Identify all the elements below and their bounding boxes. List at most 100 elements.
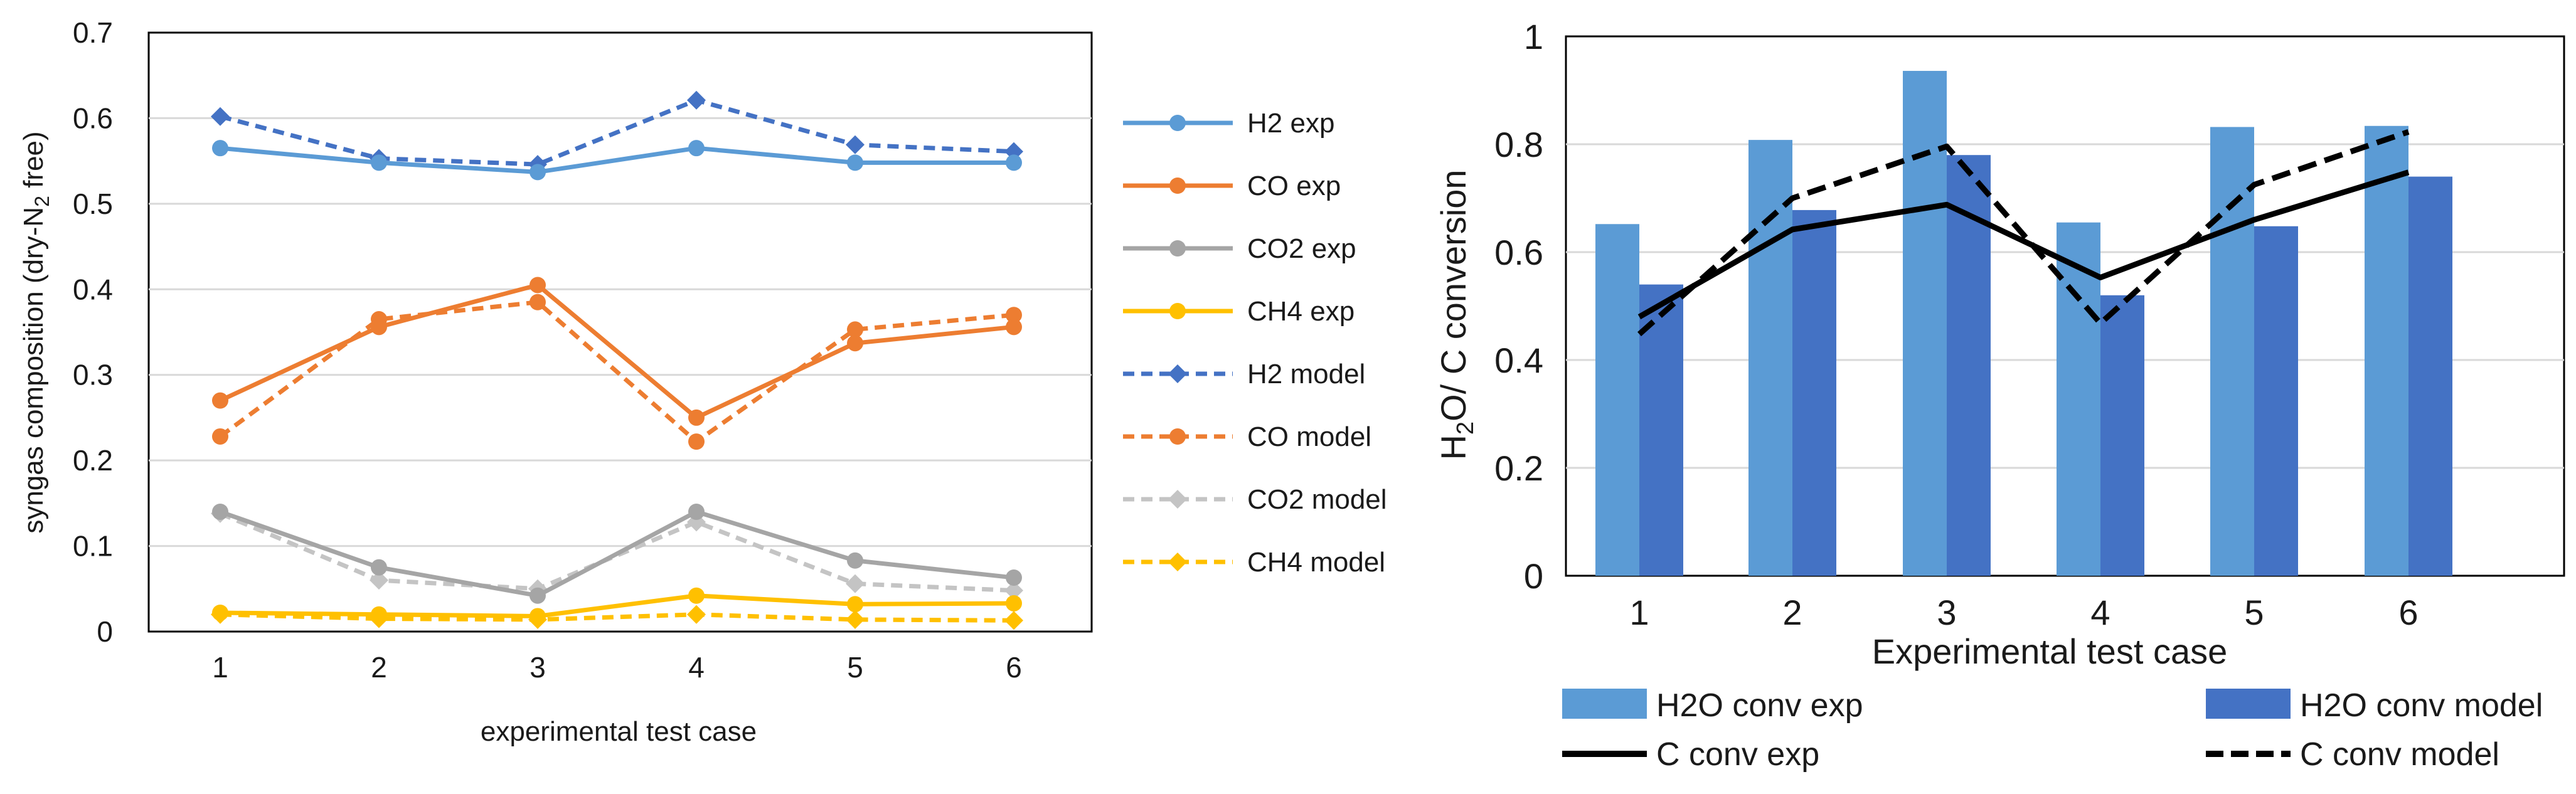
data-point [688, 433, 705, 450]
legend-item-co-exp: CO exp [1123, 171, 1341, 201]
x-tick-label: 2 [371, 651, 387, 684]
data-point [847, 154, 863, 171]
y-tick-label: 0 [1524, 556, 1543, 596]
y-axis-title-main: syngas composition (dry-N [18, 207, 49, 534]
series-co-exp [212, 277, 1022, 426]
x-tick-label: 1 [1629, 593, 1649, 632]
legend-label: H2O conv exp [1656, 687, 1863, 724]
y-tick-label: 0.7 [73, 16, 113, 49]
legend-marker [1169, 177, 1186, 194]
data-point [1006, 569, 1022, 586]
data-point [371, 559, 387, 576]
series-line [220, 98, 1014, 167]
legend-item-h2o-conv-exp: H2O conv exp [1562, 687, 1863, 724]
data-point [530, 277, 546, 294]
conversion-lines [1637, 129, 2410, 337]
legend-item-c-conv-model: C conv model [2206, 736, 2499, 773]
y-tick-label: 0 [97, 615, 113, 648]
y-axis-title-tail: O/ C conversion [1434, 169, 1473, 421]
gridlines [149, 117, 1092, 548]
data-point [212, 392, 228, 409]
series-line [219, 511, 1014, 593]
legend-marker [1168, 490, 1187, 509]
y-tick-label: 0.1 [73, 530, 113, 563]
bar [2100, 295, 2144, 576]
series-ch4-exp [212, 587, 1022, 625]
syngas-composition-chart: 0 0.1 0.2 0.3 0.4 0.5 0.6 0.7 1 2 3 4 5 6 H2 exp CO e… [18, 16, 1387, 747]
y-tick-label: 0.6 [1494, 233, 1543, 272]
data-point [212, 604, 228, 621]
legend-label: CH4 exp [1247, 296, 1355, 327]
data-point [1004, 611, 1023, 630]
data-point [211, 107, 230, 126]
legend-label: CO2 exp [1247, 233, 1356, 264]
legend-item-h2o-conv-model: H2O conv model [2206, 687, 2543, 724]
x-tick-label: 3 [530, 651, 546, 684]
y-axis-title-main: H [1434, 435, 1473, 460]
data-point [530, 164, 546, 181]
legend-swatch [2206, 689, 2291, 719]
series-lines [211, 90, 1023, 630]
legend-label: H2 exp [1247, 108, 1334, 139]
data-point [1004, 581, 1023, 600]
legend-item-h2-exp: H2 exp [1123, 108, 1334, 139]
y-tick-label: 0.4 [73, 273, 113, 305]
y-axis-title: H2O/ C conversion [1434, 169, 1479, 460]
series-line [220, 593, 1014, 618]
data-point [688, 409, 705, 426]
series-line [218, 300, 1014, 444]
y-axis-title: syngas composition (dry-N2 free) [18, 131, 53, 533]
legend-label: CH4 model [1247, 547, 1385, 578]
bar [1595, 224, 1639, 576]
legend-label: H2 model [1247, 359, 1365, 389]
legend-label: CO exp [1247, 171, 1341, 201]
data-point [530, 294, 546, 310]
x-axis-title: experimental test case [481, 716, 757, 747]
series-line [220, 612, 1014, 623]
bar [2210, 127, 2254, 576]
data-point [212, 504, 228, 520]
data-point [371, 319, 387, 336]
legend-marker [1169, 428, 1186, 445]
plot-area-border [147, 31, 1093, 633]
legend-item-co2-model: CO2 model [1123, 484, 1387, 515]
bar [2254, 226, 2298, 576]
data-point [212, 140, 228, 157]
y-tick-label: 0.8 [1494, 125, 1543, 164]
legend-label: CO model [1247, 421, 1371, 452]
data-point [212, 428, 228, 445]
x-tick-label: 4 [2090, 593, 2110, 632]
legend-marker [1168, 553, 1187, 571]
y-axis-title-subscript: 2 [31, 196, 53, 207]
data-point [846, 135, 865, 154]
y-tick-label: 0.6 [73, 102, 113, 134]
legend-item-c-conv-exp: C conv exp [1562, 736, 1819, 773]
x-axis-title: Experimental test case [1872, 632, 2227, 671]
data-point [371, 606, 387, 623]
series-line [219, 509, 1014, 598]
bar [1639, 284, 1683, 576]
y-tick-label: 0.3 [73, 359, 113, 391]
y-tick-label: 1 [1524, 17, 1543, 56]
series-co-model [212, 294, 1022, 450]
data-point [530, 587, 546, 604]
legend-label: H2O conv model [2300, 687, 2543, 724]
x-tick-label: 2 [1782, 593, 1802, 632]
data-point [1006, 319, 1022, 336]
data-point [370, 571, 388, 590]
x-tick-label: 4 [688, 651, 705, 684]
bar [1792, 209, 1836, 576]
y-tick-label: 0.5 [73, 188, 113, 220]
data-point [688, 140, 705, 157]
legend-label: CO2 model [1247, 484, 1387, 515]
data-point [687, 90, 706, 110]
y-tick-label: 0.2 [1494, 448, 1543, 488]
y-tick-labels: 0 0.1 0.2 0.3 0.4 0.5 0.6 0.7 [73, 16, 113, 648]
data-point [688, 504, 705, 520]
legend-marker [1168, 364, 1187, 383]
bar [2057, 222, 2100, 576]
series-co2-exp [212, 504, 1022, 604]
data-point [846, 574, 865, 593]
